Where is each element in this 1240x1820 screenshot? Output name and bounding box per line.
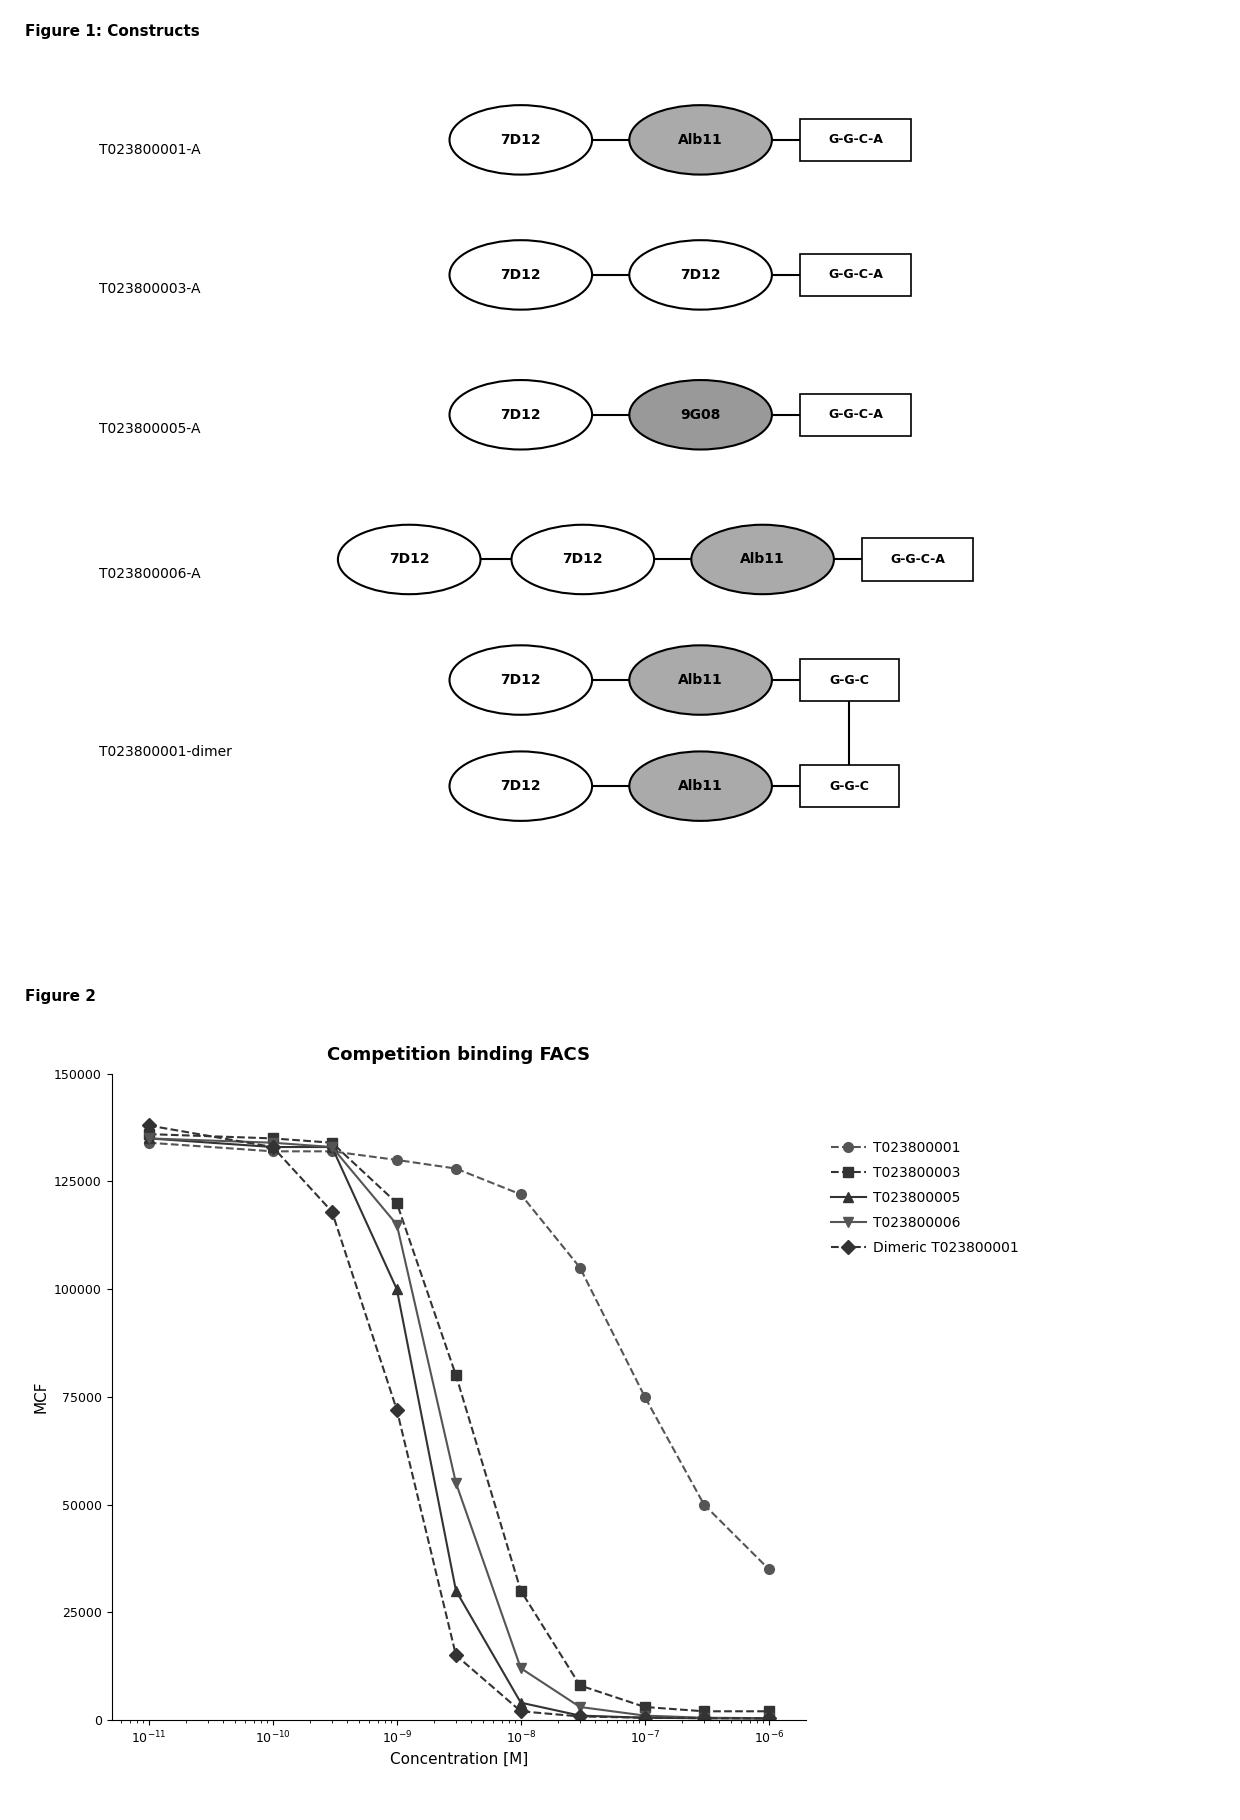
Ellipse shape [449, 380, 591, 450]
Text: 7D12: 7D12 [501, 779, 541, 794]
Text: Alb11: Alb11 [678, 779, 723, 794]
Text: 7D12: 7D12 [501, 408, 541, 422]
Text: Alb11: Alb11 [740, 553, 785, 566]
Ellipse shape [449, 240, 591, 309]
Text: 7D12: 7D12 [501, 268, 541, 282]
Legend: T023800001, T023800003, T023800005, T023800006, Dimeric T023800001: T023800001, T023800003, T023800005, T023… [826, 1136, 1024, 1261]
Title: Competition binding FACS: Competition binding FACS [327, 1046, 590, 1065]
FancyBboxPatch shape [800, 393, 911, 437]
FancyBboxPatch shape [800, 118, 911, 162]
Text: G-G-C-A: G-G-C-A [828, 408, 883, 420]
Text: 9G08: 9G08 [681, 408, 720, 422]
Ellipse shape [449, 646, 591, 715]
Ellipse shape [629, 646, 771, 715]
Y-axis label: MCF: MCF [33, 1381, 48, 1412]
Text: T023800003-A: T023800003-A [99, 282, 201, 297]
Text: 7D12: 7D12 [681, 268, 720, 282]
Text: T023800006-A: T023800006-A [99, 568, 201, 581]
Ellipse shape [449, 752, 591, 821]
Text: G-G-C-A: G-G-C-A [828, 268, 883, 282]
Text: Alb11: Alb11 [678, 133, 723, 147]
Text: 7D12: 7D12 [389, 553, 429, 566]
X-axis label: Concentration [M]: Concentration [M] [389, 1753, 528, 1767]
Text: T023800001-dimer: T023800001-dimer [99, 746, 232, 759]
Text: T023800001-A: T023800001-A [99, 142, 201, 157]
Text: T023800005-A: T023800005-A [99, 422, 201, 437]
Text: G-G-C-A: G-G-C-A [828, 133, 883, 146]
Text: G-G-C: G-G-C [830, 779, 869, 794]
FancyBboxPatch shape [800, 253, 911, 297]
Ellipse shape [511, 524, 655, 593]
Text: Alb11: Alb11 [678, 673, 723, 686]
Text: G-G-C: G-G-C [830, 673, 869, 686]
Ellipse shape [629, 380, 771, 450]
Ellipse shape [629, 240, 771, 309]
Text: 7D12: 7D12 [501, 673, 541, 686]
Text: G-G-C-A: G-G-C-A [890, 553, 945, 566]
Text: 7D12: 7D12 [501, 133, 541, 147]
Ellipse shape [692, 524, 833, 593]
Text: 7D12: 7D12 [563, 553, 603, 566]
FancyBboxPatch shape [862, 539, 973, 581]
Ellipse shape [629, 752, 771, 821]
Text: Figure 1: Constructs: Figure 1: Constructs [25, 24, 200, 38]
Text: Figure 2: Figure 2 [25, 988, 95, 1005]
FancyBboxPatch shape [800, 764, 899, 808]
Ellipse shape [337, 524, 481, 593]
Ellipse shape [449, 106, 591, 175]
FancyBboxPatch shape [800, 659, 899, 701]
Ellipse shape [629, 106, 771, 175]
